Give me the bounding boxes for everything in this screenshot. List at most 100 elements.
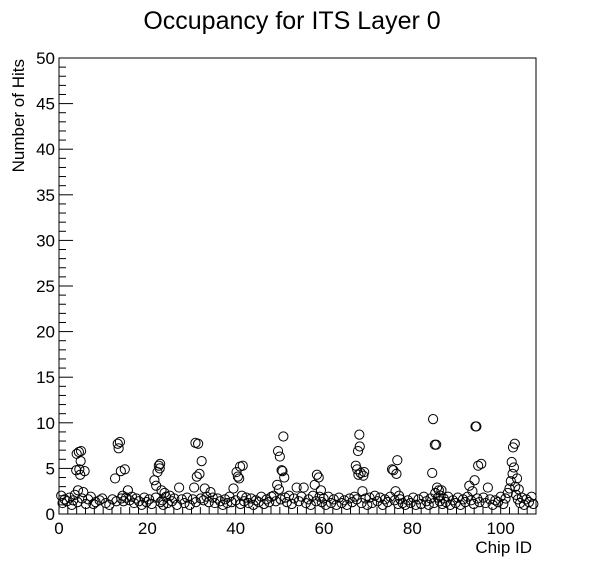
data-point: [126, 491, 137, 502]
data-point: [511, 473, 523, 484]
data-point: [74, 464, 85, 475]
data-point: [331, 499, 342, 510]
data-point: [341, 499, 353, 510]
data-point: [325, 497, 337, 509]
x-axis-label: Chip ID: [475, 538, 532, 557]
data-point: [509, 438, 520, 449]
data-point: [155, 458, 166, 469]
data-point: [362, 499, 373, 510]
data-point: [179, 497, 190, 509]
data-point: [112, 438, 123, 449]
data-point: [431, 439, 442, 450]
data-point: [184, 499, 195, 510]
data-point: [273, 484, 285, 495]
data-point: [139, 492, 150, 503]
data-point: [473, 460, 484, 471]
data-point: [291, 482, 302, 493]
data-point: [353, 469, 364, 480]
data-points: [56, 414, 539, 510]
data-point: [72, 485, 84, 496]
data-point: [307, 490, 319, 501]
y-tick-label: 40: [36, 140, 55, 159]
data-point: [355, 467, 366, 479]
y-tick-label: 30: [36, 231, 55, 250]
data-point: [369, 490, 380, 501]
data-point: [447, 495, 459, 506]
data-point: [228, 483, 239, 494]
data-point: [358, 470, 369, 481]
data-point: [237, 460, 248, 471]
data-point: [392, 455, 403, 466]
x-tick-label: 100: [486, 519, 514, 538]
data-point: [423, 499, 434, 510]
data-point: [352, 445, 364, 457]
data-point: [114, 436, 126, 448]
data-point: [523, 497, 535, 508]
data-point: [323, 491, 334, 502]
data-point: [119, 464, 130, 475]
data-point: [215, 496, 226, 507]
data-point: [279, 472, 290, 483]
y-tick-label: 15: [36, 368, 55, 387]
data-point: [113, 443, 124, 454]
data-point: [232, 471, 243, 482]
data-point: [511, 489, 522, 500]
x-tick-label: 0: [54, 519, 63, 538]
data-point: [191, 471, 202, 482]
data-point: [131, 493, 142, 504]
data-point: [452, 492, 463, 503]
data-point: [154, 463, 165, 474]
data-point: [498, 498, 509, 510]
x-axis: 0 20 40 60 80 100: [54, 500, 537, 538]
data-point: [476, 458, 487, 469]
data-point: [59, 494, 70, 505]
data-point: [104, 499, 115, 510]
data-point: [286, 498, 297, 510]
data-point: [111, 496, 122, 507]
data-point: [118, 496, 129, 507]
data-point: [397, 497, 408, 509]
data-point: [270, 496, 281, 507]
data-point: [205, 487, 216, 498]
y-tick-label: 0: [46, 505, 55, 524]
y-tick-label: 50: [36, 49, 55, 68]
data-point: [391, 468, 402, 479]
data-point: [169, 493, 180, 504]
data-point: [116, 493, 127, 504]
y-tick-label: 10: [36, 414, 55, 433]
data-point: [78, 487, 89, 498]
data-point: [510, 481, 521, 492]
data-point: [374, 492, 386, 503]
data-point: [88, 498, 99, 510]
data-point: [484, 494, 496, 505]
data-point: [500, 493, 511, 504]
data-point: [64, 492, 75, 503]
data-point: [313, 472, 324, 483]
x-tick-label: 60: [315, 519, 334, 538]
data-point: [354, 429, 365, 440]
data-point: [379, 494, 391, 505]
data-point: [187, 494, 198, 505]
data-point: [231, 466, 242, 478]
y-tick-label: 45: [36, 95, 55, 114]
data-point: [460, 497, 471, 508]
data-point: [128, 497, 140, 509]
data-point: [367, 497, 378, 509]
data-point: [278, 431, 289, 442]
y-axis-label: Number of Hits: [9, 59, 28, 172]
data-point: [359, 466, 370, 478]
data-point: [372, 496, 383, 507]
data-point: [455, 499, 466, 510]
data-point: [428, 497, 440, 509]
y-axis: 0 5 10 15 20 25 30 35 40 45 50: [36, 49, 73, 524]
data-point: [75, 445, 87, 457]
data-point: [521, 494, 532, 505]
data-point: [276, 465, 287, 476]
data-point: [298, 482, 309, 493]
data-point: [198, 495, 209, 506]
data-point: [516, 492, 527, 503]
data-point: [333, 492, 345, 503]
x-tick-label: 80: [403, 519, 422, 538]
data-point: [506, 456, 517, 468]
data-point: [357, 486, 368, 497]
